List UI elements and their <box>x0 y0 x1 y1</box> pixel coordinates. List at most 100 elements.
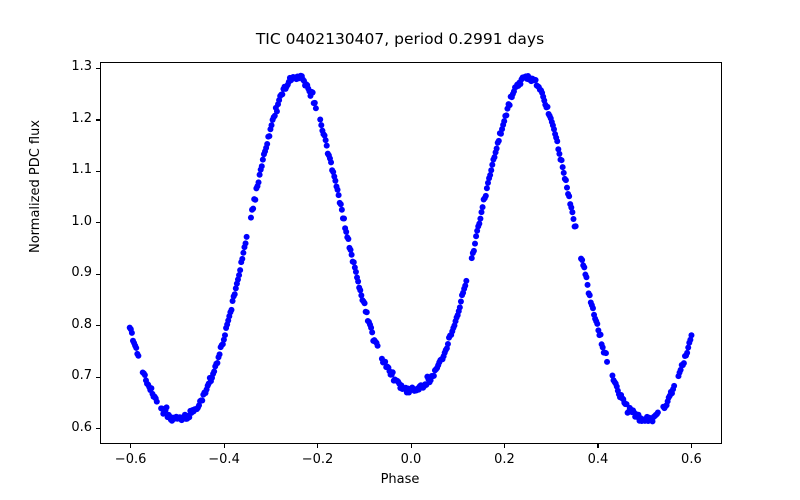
data-point <box>586 292 593 299</box>
data-point <box>355 278 362 285</box>
data-point <box>479 204 486 211</box>
data-point <box>495 137 502 144</box>
y-tick-label: 1.3 <box>71 59 92 75</box>
data-point <box>584 281 591 288</box>
data-point <box>671 382 678 389</box>
data-point <box>247 214 254 221</box>
data-point <box>255 179 262 186</box>
data-point <box>501 118 508 125</box>
data-point <box>488 167 495 174</box>
data-point <box>589 305 596 312</box>
data-point <box>680 360 687 367</box>
y-tick-mark <box>96 325 100 327</box>
data-point <box>361 300 368 307</box>
x-tick-mark <box>410 444 412 448</box>
data-point <box>470 247 477 254</box>
data-point <box>604 358 611 365</box>
data-point <box>602 350 609 357</box>
data-point <box>563 184 570 191</box>
data-point <box>343 228 350 235</box>
data-point <box>311 99 318 106</box>
data-point <box>369 329 376 336</box>
data-point <box>240 249 247 256</box>
data-point <box>558 157 565 164</box>
data-point <box>199 397 206 404</box>
data-point <box>685 344 692 351</box>
scatter-plot <box>126 72 695 425</box>
data-point <box>258 163 265 170</box>
x-tick-mark <box>130 444 132 448</box>
y-tick-label: 0.6 <box>71 419 92 435</box>
data-point <box>506 102 513 109</box>
data-point <box>544 103 551 110</box>
data-point <box>430 372 437 379</box>
data-point <box>328 159 335 166</box>
data-point <box>566 193 573 200</box>
data-point <box>236 272 243 279</box>
data-point <box>358 292 365 299</box>
data-point <box>350 259 357 266</box>
y-tick-label: 0.8 <box>71 316 92 332</box>
data-point <box>476 220 483 227</box>
data-point <box>231 291 238 298</box>
data-point <box>560 169 567 176</box>
x-tick-label: 0.0 <box>400 452 422 467</box>
data-point <box>321 132 328 139</box>
data-point <box>216 351 223 358</box>
data-point <box>503 112 510 119</box>
data-point <box>332 177 339 184</box>
data-point <box>389 369 396 376</box>
data-point <box>569 209 576 216</box>
data-point <box>572 223 579 230</box>
x-tick-label: 0.2 <box>494 452 515 467</box>
y-tick-label: 1.2 <box>71 110 92 126</box>
data-point <box>491 154 498 161</box>
data-point <box>477 215 484 222</box>
data-point <box>133 344 140 351</box>
y-tick-label: 0.9 <box>71 265 92 281</box>
data-point <box>337 201 344 208</box>
data-point <box>322 137 329 144</box>
data-point <box>347 246 354 253</box>
data-point <box>348 251 355 258</box>
data-point <box>597 331 604 338</box>
data-point <box>243 233 250 240</box>
data-point <box>462 282 469 289</box>
y-tick-mark <box>96 119 100 121</box>
data-point <box>264 141 271 148</box>
data-point <box>186 414 193 421</box>
y-tick-mark <box>96 376 100 378</box>
data-point <box>554 138 561 145</box>
data-point <box>483 185 490 192</box>
data-point <box>239 255 246 262</box>
x-tick-label: −0.6 <box>114 452 147 467</box>
data-point <box>228 306 235 313</box>
data-point <box>250 205 257 212</box>
data-point <box>163 404 170 411</box>
data-point <box>345 235 352 242</box>
data-points-group <box>126 72 695 425</box>
data-point <box>599 344 606 351</box>
data-point <box>368 324 375 331</box>
data-point <box>318 122 325 129</box>
data-point <box>489 161 496 168</box>
x-tick-mark <box>597 444 599 448</box>
data-point <box>556 150 563 157</box>
y-tick-mark <box>96 222 100 224</box>
data-point <box>268 122 275 129</box>
data-point <box>497 130 504 137</box>
data-point <box>570 215 577 222</box>
data-point <box>352 268 359 275</box>
data-point <box>135 352 142 359</box>
data-point <box>609 372 616 379</box>
x-tick-mark <box>223 444 225 448</box>
data-point <box>334 186 341 193</box>
data-point <box>252 196 259 203</box>
data-point <box>279 91 286 98</box>
data-point <box>654 409 661 416</box>
y-tick-mark <box>96 428 100 430</box>
data-point <box>317 116 324 123</box>
data-point <box>594 320 601 327</box>
data-point <box>478 209 485 216</box>
data-point <box>583 274 590 281</box>
